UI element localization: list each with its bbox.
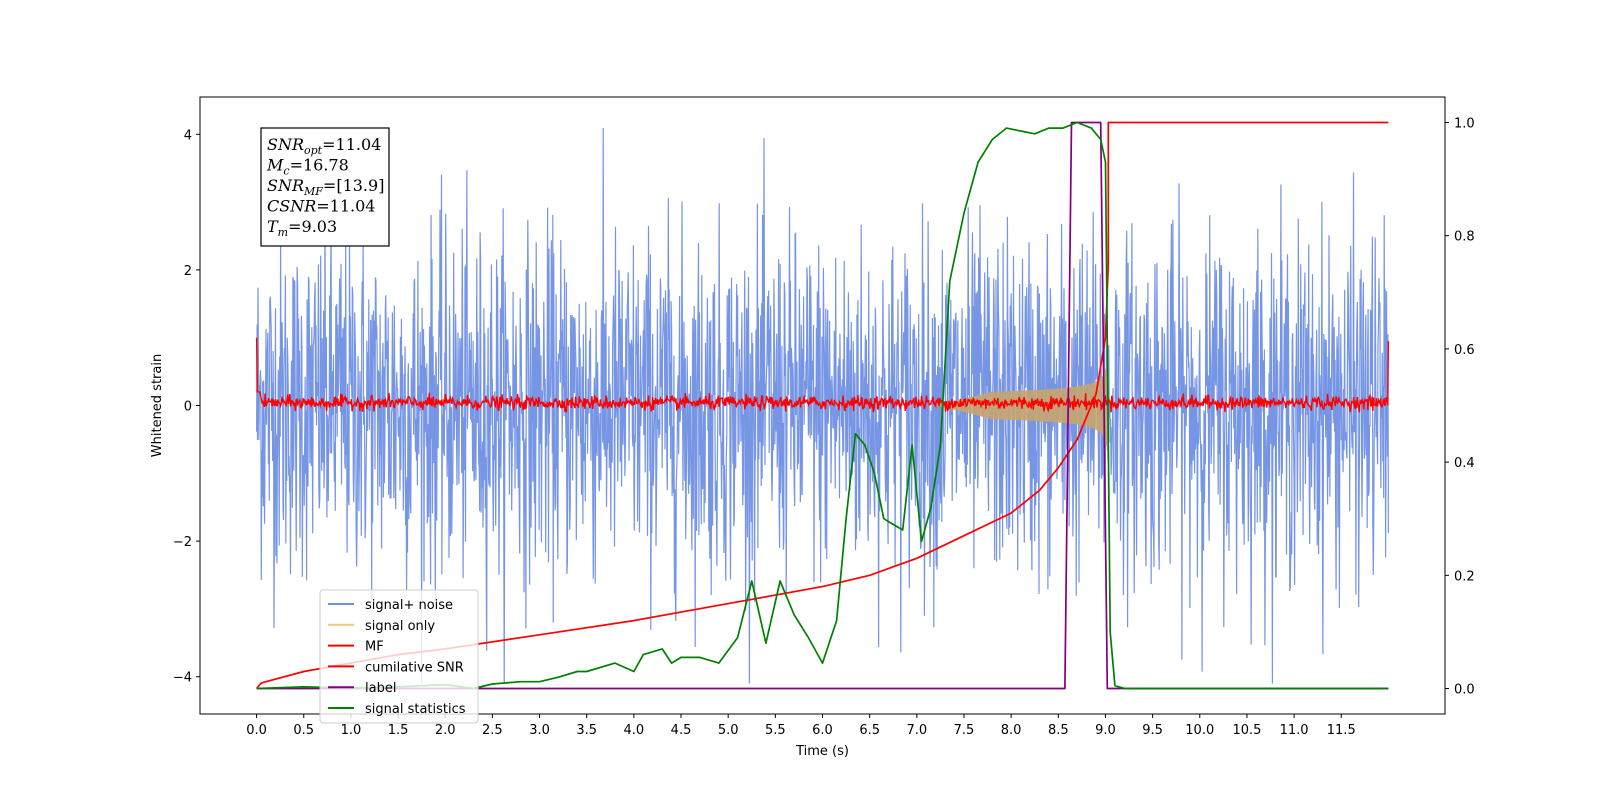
y2-tick-label: 0.8: [1454, 230, 1475, 245]
x-tick-label: 8.0: [1001, 723, 1022, 738]
legend-label: signal only: [365, 619, 435, 634]
x-tick-label: 6.0: [812, 723, 833, 738]
x-tick-label: 11.5: [1327, 723, 1356, 738]
legend: signal+ noise signal only MF cumilative SNR…: [319, 589, 479, 724]
annotation-box: SNRopt=11.04Mc=16.78SNRMF=[13.9]CSNR=11.…: [260, 127, 390, 247]
annotation-line: Mc=16.78: [266, 156, 349, 178]
annotation-line: Tm=9.03: [267, 217, 337, 239]
x-tick-label: 4.5: [671, 723, 692, 738]
annotation-line: CSNR=11.04: [267, 197, 375, 216]
y-tick-label: 0: [184, 400, 192, 415]
legend-label: cumilative SNR: [365, 660, 464, 675]
y2-tick-label: 0.6: [1454, 343, 1475, 358]
x-tick-label: 2.5: [482, 723, 503, 738]
x-tick-label: 1.0: [341, 723, 362, 738]
y-tick-label: −2: [173, 535, 192, 550]
x-tick-label: 9.0: [1095, 723, 1116, 738]
x-tick-label: 1.5: [388, 723, 409, 738]
series-signal-noise: [256, 127, 1389, 684]
x-tick-label: 6.5: [859, 723, 880, 738]
y-axis-label: Whitened strain: [150, 354, 165, 457]
x-tick-label: 3.5: [576, 723, 597, 738]
annotation-frame: [260, 127, 390, 247]
x-tick-label: 10.0: [1185, 723, 1214, 738]
legend-label: label: [365, 681, 396, 696]
series-signal-statistics: [256, 121, 1389, 690]
x-tick-label: 5.5: [765, 723, 786, 738]
y-tick-label: 2: [184, 264, 192, 279]
y-tick-label: −4: [173, 671, 192, 686]
x-tick-label: 10.5: [1232, 723, 1261, 738]
x-axis-label: Time (s): [795, 744, 849, 759]
annotation-line: SNRMF=[13.9]: [267, 176, 384, 198]
axes: 0.0 0.5 1.0 1.5 2.0 2.5 3.0 3.5 4.0 4.5 5.0 5.5 6.0 6…: [173, 96, 1475, 738]
x-tick-label: 9.5: [1142, 723, 1163, 738]
x-tick-label: 5.0: [718, 723, 739, 738]
x-tick-label: 3.0: [529, 723, 550, 738]
legend-label: signal statistics: [365, 702, 466, 717]
legend-label: MF: [365, 640, 384, 655]
series-mf: [255, 337, 1390, 413]
legend-label: signal+ noise: [365, 598, 453, 613]
x-tick-label: 11.0: [1280, 723, 1309, 738]
y2-tick-label: 0.2: [1454, 569, 1475, 584]
y-tick-label: 4: [184, 128, 192, 143]
series-signal-only: [935, 347, 1109, 464]
x-tick-label: 4.0: [624, 723, 645, 738]
x-tick-label: 7.5: [954, 723, 975, 738]
y2-tick-label: 1.0: [1454, 116, 1475, 131]
x-tick-label: 0.5: [293, 723, 314, 738]
x-tick-label: 7.0: [906, 723, 927, 738]
x-tick-label: 8.5: [1048, 723, 1069, 738]
y2-tick-label: 0.4: [1454, 456, 1475, 471]
annotation-line: SNRopt=11.04: [267, 135, 381, 157]
x-tick-label: 0.0: [246, 723, 267, 738]
x-tick-label: 2.0: [435, 723, 456, 738]
y2-tick-label: 0.0: [1454, 683, 1475, 698]
legend-frame: [319, 589, 479, 724]
